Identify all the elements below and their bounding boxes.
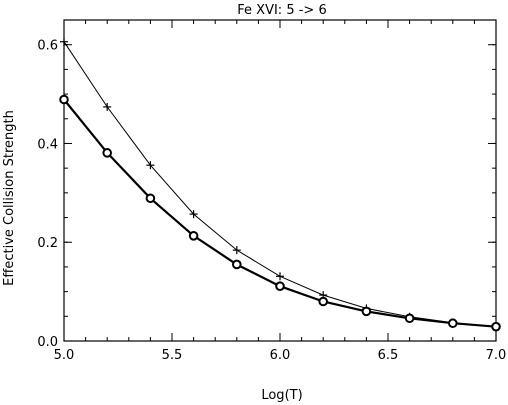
data-point-circle xyxy=(59,94,69,105)
data-point-plus xyxy=(232,246,241,255)
data-point-circle xyxy=(491,321,501,332)
y-axis-label: Effective Collision Strength xyxy=(2,110,17,286)
data-point-circle xyxy=(318,296,329,307)
data-point-circle xyxy=(232,259,242,270)
y-tick-label: 0.2 xyxy=(37,236,58,251)
data-point-circle xyxy=(102,148,112,158)
x-tick-label: 5.5 xyxy=(162,348,183,363)
data-point-plus xyxy=(60,37,68,46)
data-point-circle xyxy=(188,231,199,241)
ticks-group: 5.0 5.5 6.0 6.5 7.0 0.0 0.2 0.4 0.6 xyxy=(37,19,507,363)
y-tick-label: 0.0 xyxy=(37,335,58,350)
x-tick-label: 6.0 xyxy=(270,348,291,363)
chart-title: Fe XVI: 5 -> 6 xyxy=(237,3,326,18)
data-point-circle xyxy=(404,313,415,324)
data-point-circle xyxy=(361,306,372,317)
data-point-plus xyxy=(146,161,155,170)
data-point-circle xyxy=(448,318,458,329)
data-point-plus xyxy=(103,102,112,111)
y-tick-label: 0.6 xyxy=(37,39,58,54)
data-point-circle xyxy=(275,281,285,291)
x-tick-label: 5.0 xyxy=(54,348,75,363)
data-point-plus xyxy=(189,210,198,219)
series-circle xyxy=(59,94,501,332)
series-layer xyxy=(59,37,501,332)
data-point-plus xyxy=(276,272,284,281)
x-tick-label: 6.5 xyxy=(378,348,399,363)
x-tick-label: 7.0 xyxy=(486,348,507,363)
data-point-circle xyxy=(145,193,156,204)
y-tick-label: 0.4 xyxy=(37,137,58,152)
x-axis-label: Log(T) xyxy=(261,388,302,403)
